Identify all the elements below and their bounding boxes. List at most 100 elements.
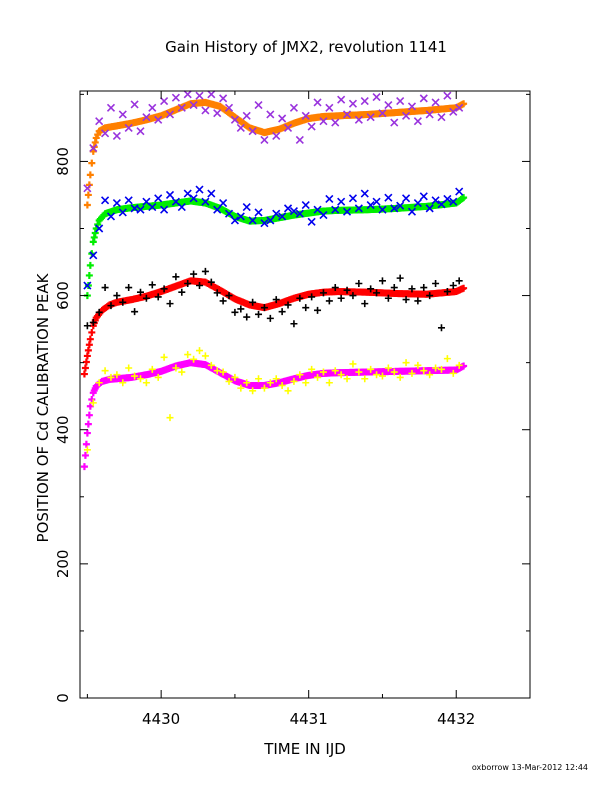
data-point — [201, 352, 209, 360]
data-point — [378, 277, 386, 285]
data-point — [402, 296, 410, 304]
data-point — [331, 118, 340, 127]
data-point — [390, 368, 398, 376]
data-point — [343, 375, 351, 383]
data-point — [449, 197, 458, 206]
data-point — [83, 446, 91, 454]
data-point — [396, 274, 404, 282]
data-point — [272, 131, 281, 141]
data-point — [148, 103, 157, 112]
data-point — [113, 371, 121, 379]
data-point — [183, 90, 192, 99]
data-point — [107, 373, 115, 381]
data-point — [402, 359, 410, 367]
data-point — [402, 111, 411, 120]
data-point — [89, 251, 98, 260]
data-point — [420, 367, 428, 375]
data-point — [432, 364, 440, 372]
data-point — [95, 308, 103, 316]
data-point — [171, 93, 180, 102]
data-point — [177, 202, 186, 212]
data-point — [190, 355, 198, 363]
data-point — [349, 292, 357, 300]
data-point — [437, 365, 445, 373]
data-point — [443, 194, 452, 204]
data-point — [196, 282, 204, 290]
data-point — [178, 288, 186, 296]
data-point — [249, 387, 257, 395]
data-point — [337, 371, 345, 379]
data-point — [83, 322, 91, 330]
data-point — [455, 103, 464, 112]
data-point — [455, 187, 464, 196]
data-point — [136, 205, 145, 214]
data-point — [402, 194, 411, 203]
data-point — [148, 281, 156, 289]
y-axis-label: POSITION OF Cd CALIBRATION PEAK — [34, 272, 52, 542]
data-point — [260, 384, 268, 392]
data-point — [230, 216, 239, 225]
x-tick-label: 4431 — [290, 710, 328, 728]
data-point — [301, 111, 310, 120]
data-point — [107, 302, 115, 310]
data-point — [355, 279, 363, 287]
data-point — [314, 306, 322, 314]
data-point — [124, 123, 133, 132]
y-tick-label: 400 — [54, 415, 72, 444]
data-point — [224, 209, 234, 218]
data-point — [88, 396, 96, 404]
data-point — [88, 328, 96, 336]
data-point — [142, 379, 150, 387]
data-point — [219, 94, 228, 103]
data-point — [449, 107, 458, 116]
x-tick-label: 4430 — [142, 710, 180, 728]
y-tick-label: 800 — [54, 147, 72, 176]
data-point — [266, 314, 274, 322]
data-point — [302, 304, 310, 312]
x-axis: 4430 4431 4432 — [86, 91, 531, 728]
data-point — [195, 91, 204, 100]
data-point — [307, 217, 316, 226]
data-point — [255, 310, 263, 318]
data-point — [119, 379, 127, 387]
data-point — [82, 358, 90, 366]
data-point — [183, 189, 192, 198]
data-point — [195, 185, 204, 194]
data-point — [314, 373, 322, 381]
data-point — [230, 115, 239, 124]
data-point — [84, 191, 92, 199]
data-point — [384, 364, 392, 372]
y-tick-label: 200 — [54, 550, 72, 579]
data-point — [331, 284, 339, 292]
data-point — [113, 292, 121, 300]
data-point — [278, 381, 286, 389]
data-point — [160, 96, 169, 106]
data-point — [308, 365, 316, 373]
data-point — [101, 129, 110, 138]
data-point — [248, 127, 257, 136]
data-point — [460, 194, 468, 202]
data-point — [112, 198, 121, 208]
data-point — [272, 296, 280, 304]
data-point — [254, 101, 263, 110]
data-point — [373, 371, 381, 379]
data-point — [384, 294, 392, 302]
data-point — [290, 377, 298, 385]
data-point — [80, 370, 88, 378]
data-point — [354, 204, 363, 213]
data-point — [201, 267, 209, 275]
data-point — [95, 117, 104, 126]
data-point — [384, 193, 393, 202]
data-point — [408, 285, 416, 293]
data-point — [455, 361, 463, 369]
data-point — [213, 289, 221, 297]
data-point — [390, 204, 399, 213]
data-point — [106, 212, 116, 221]
data-point — [231, 308, 239, 316]
data-point — [80, 463, 88, 471]
data-point — [148, 365, 156, 373]
data-point — [366, 113, 375, 122]
data-point — [331, 367, 339, 375]
data-point — [426, 292, 434, 300]
